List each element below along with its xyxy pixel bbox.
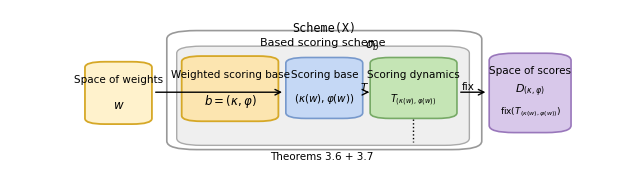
FancyBboxPatch shape: [489, 53, 571, 133]
Text: Scoring base: Scoring base: [291, 70, 358, 80]
Text: Scheme(X): Scheme(X): [292, 22, 356, 35]
Text: w: w: [114, 99, 124, 112]
Text: $b = (\kappa, \varphi)$: $b = (\kappa, \varphi)$: [204, 93, 257, 110]
Text: Space of weights: Space of weights: [74, 75, 163, 85]
FancyBboxPatch shape: [286, 58, 363, 118]
Text: Based scoring scheme: Based scoring scheme: [260, 38, 386, 48]
FancyBboxPatch shape: [177, 46, 469, 145]
Text: $T_{(\kappa(w),\varphi(w))}$: $T_{(\kappa(w),\varphi(w))}$: [390, 93, 436, 108]
Text: Theorems 3.6 + 3.7: Theorems 3.6 + 3.7: [270, 152, 374, 162]
Text: fix: fix: [461, 82, 474, 92]
Text: $T$: $T$: [360, 81, 369, 93]
Text: $D_{(\kappa,\varphi)}$: $D_{(\kappa,\varphi)}$: [515, 83, 545, 99]
Text: Weighted scoring base: Weighted scoring base: [170, 70, 289, 79]
FancyBboxPatch shape: [85, 62, 152, 124]
FancyBboxPatch shape: [167, 31, 482, 150]
FancyBboxPatch shape: [370, 58, 457, 118]
Text: Space of scores: Space of scores: [489, 66, 571, 76]
Text: $(\kappa(w), \varphi(w))$: $(\kappa(w), \varphi(w))$: [294, 92, 355, 106]
FancyBboxPatch shape: [182, 56, 278, 121]
Text: $\sigma_b$: $\sigma_b$: [365, 40, 379, 53]
Text: $\mathrm{fix}(T_{(\kappa(w),\varphi(w))})$: $\mathrm{fix}(T_{(\kappa(w),\varphi(w))}…: [500, 105, 561, 119]
Text: Scoring dynamics: Scoring dynamics: [367, 70, 460, 80]
